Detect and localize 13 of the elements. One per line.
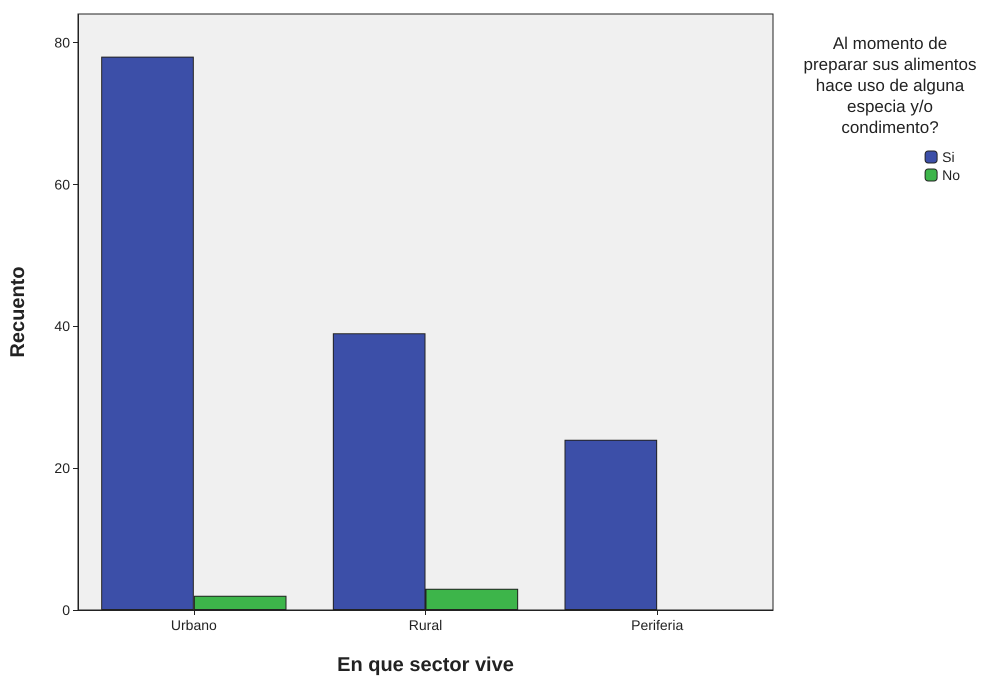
x-tick-label: Periferia [631,617,684,633]
x-axis-title: En que sector vive [337,654,514,676]
y-tick-label: 80 [54,34,70,50]
y-tick-label: 0 [62,602,70,618]
x-tick-label: Rural [408,617,442,633]
x-tick-label: Urbano [170,617,218,633]
legend-title: Al momento de preparar sus alimentos hace uso de alguna especia y/o condimento? [804,34,976,137]
y-tick-label: 20 [54,460,70,476]
legend-label: No [942,167,960,183]
y-tick-label: 60 [54,176,70,192]
y-tick-label: 40 [54,318,70,334]
legend-label: Si [942,149,955,165]
y-axis-title: Recuento [7,266,29,358]
